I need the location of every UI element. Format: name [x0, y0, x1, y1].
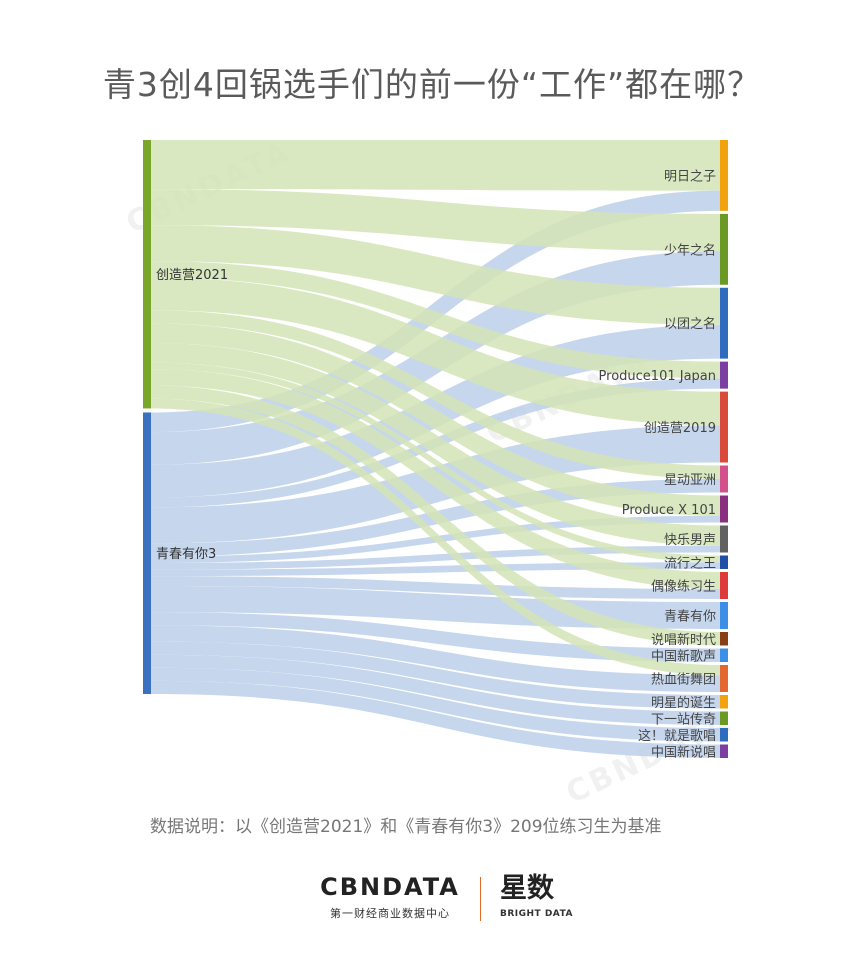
flow-青春有你3-to-中国新歌声: [151, 612, 720, 662]
data-note: 数据说明：以《创造营2021》和《青春有你3》209位练习生为基准: [150, 817, 662, 837]
bright-data-logo-subtitle: BRIGHT DATA: [500, 909, 573, 919]
target-node-星动亚洲: [720, 465, 728, 493]
target-node-这-就是歌唱: [720, 728, 728, 742]
sankey-flows: [151, 140, 720, 758]
sankey-nodes: [143, 140, 728, 758]
flow-创造营2021-to-说唱新时代: [151, 385, 720, 646]
target-label-produce-x-101: Produce X 101: [622, 503, 716, 518]
target-label-快乐男声: 快乐男声: [664, 533, 716, 548]
flow-青春有你3-to-偶像练习生: [151, 576, 720, 599]
target-node-说唱新时代: [720, 632, 728, 646]
target-label-下一站传奇: 下一站传奇: [651, 711, 716, 727]
target-label-热血街舞团: 热血街舞团: [651, 673, 716, 688]
flow-青春有你3-to-热血街舞团: [151, 625, 720, 692]
flow-创造营2021-to-流行之王: [151, 362, 720, 563]
target-label-produce101-japan: Produce101 Japan: [599, 369, 716, 384]
cbndata-logo: CBNDATA 第一财经商业数据中心: [312, 873, 468, 921]
target-label-创造营2019: 创造营2019: [644, 421, 716, 436]
target-node-热血街舞团: [720, 665, 728, 692]
flow-青春有你3-to-下一站传奇: [151, 654, 720, 725]
target-label-明日之子: 明日之子: [664, 169, 716, 184]
target-node-明日之子: [720, 140, 728, 211]
cbndata-logo-text: CBNDATA: [320, 873, 460, 901]
flow-青春有你3-to-明星的诞生: [151, 641, 720, 709]
target-node-明星的诞生: [720, 695, 728, 709]
target-node-中国新歌声: [720, 648, 728, 662]
source-label-青春有你3: 青春有你3: [156, 547, 216, 562]
target-node-中国新说唱: [720, 744, 728, 758]
source-node-创造营2021: [143, 140, 151, 409]
target-node-以团之名: [720, 287, 728, 359]
target-node-下一站传奇: [720, 711, 728, 725]
flow-创造营2021-to-以团之名: [151, 225, 720, 325]
target-node-produce-x-101: [720, 495, 728, 523]
flow-青春有你3-to-这-就是歌唱: [151, 667, 720, 742]
source-label-创造营2021: 创造营2021: [156, 268, 228, 283]
cbndata-logo-subtitle: 第一财经商业数据中心: [330, 907, 450, 920]
flow-创造营2021-to-热血街舞团: [151, 398, 720, 676]
bright-data-logo: 星数 BRIGHT DATA: [500, 873, 590, 919]
bright-data-logo-text: 星数: [500, 873, 554, 904]
target-label-少年之名: 少年之名: [664, 242, 716, 258]
flow-创造营2021-to-快乐男声: [151, 342, 720, 546]
page-title: 青3创4回锅选手们的前一份“工作”都在哪？: [102, 65, 762, 104]
target-label-星动亚洲: 星动亚洲: [664, 473, 716, 488]
flow-创造营2021-to-明日之子: [151, 140, 720, 191]
target-node-快乐男声: [720, 525, 728, 553]
target-node-偶像练习生: [720, 572, 728, 599]
target-node-produce101-japan: [720, 361, 728, 389]
target-label-这-就是歌唱: 这！就是歌唱: [638, 728, 716, 744]
flow-创造营2021-to-少年之名: [151, 189, 720, 251]
target-label-中国新说唱: 中国新说唱: [651, 744, 716, 760]
logo-divider: [480, 877, 481, 921]
flow-创造营2021-to-创造营2019: [151, 277, 720, 426]
flow-青春有你3-to-明日之子: [151, 190, 720, 433]
target-label-明星的诞生: 明星的诞生: [651, 695, 716, 711]
flow-创造营2021-to-偶像练习生: [151, 369, 720, 589]
target-node-青春有你: [720, 602, 728, 629]
target-label-流行之王: 流行之王: [664, 556, 716, 571]
target-label-说唱新时代: 说唱新时代: [651, 632, 716, 648]
target-label-青春有你: 青春有你: [664, 610, 716, 625]
flow-创造营2021-to-produce101-japan: [151, 261, 720, 379]
target-node-少年之名: [720, 213, 728, 285]
target-node-创造营2019: [720, 391, 728, 463]
flow-青春有你3-to-中国新说唱: [151, 680, 720, 758]
flow-创造营2021-to-星动亚洲: [151, 310, 720, 479]
source-node-青春有你3: [143, 412, 151, 694]
target-label-中国新歌声: 中国新歌声: [651, 648, 716, 664]
target-label-偶像练习生: 偶像练习生: [651, 580, 716, 595]
flow-创造营2021-to-produce-x-101: [151, 323, 720, 516]
target-label-以团之名: 以团之名: [664, 316, 716, 332]
target-node-流行之王: [720, 555, 728, 569]
